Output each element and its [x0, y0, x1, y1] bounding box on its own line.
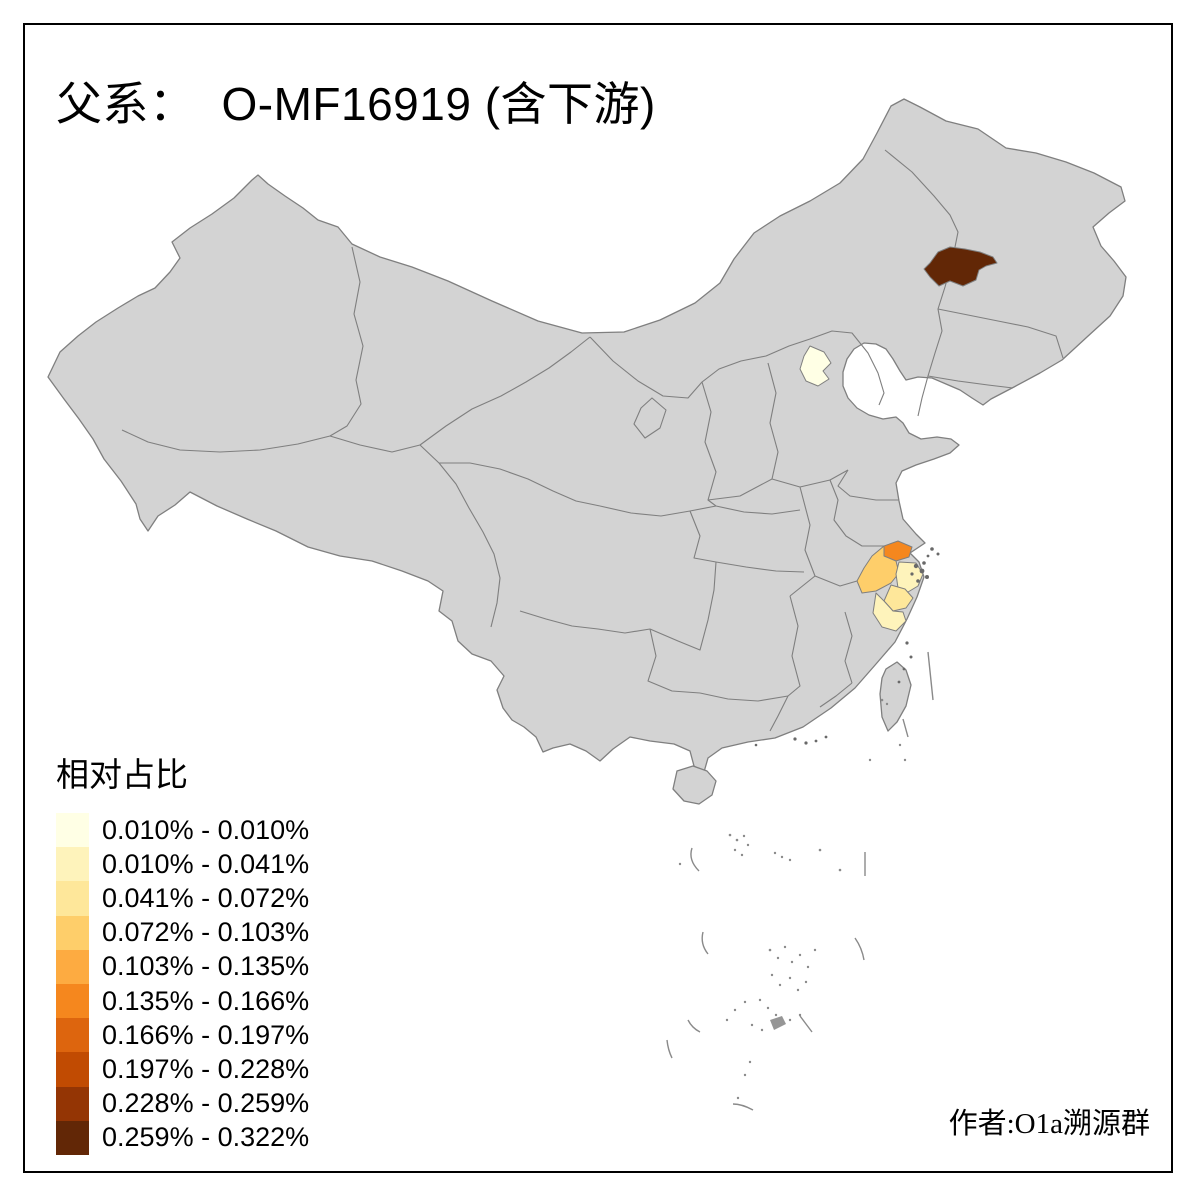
legend-swatch	[56, 1052, 89, 1087]
legend-row: 0.010% - 0.041%	[56, 847, 310, 882]
legend-row: 0.228% - 0.259%	[56, 1086, 310, 1121]
colored-regions	[799, 246, 998, 632]
region-taizhou-wenzhou	[872, 592, 907, 632]
legend-swatch	[56, 847, 89, 882]
legend-row: 0.197% - 0.228%	[56, 1052, 310, 1087]
legend-row: 0.010% - 0.010%	[56, 813, 310, 848]
legend-label: 0.041% - 0.072%	[102, 882, 310, 913]
legend-row: 0.072% - 0.103%	[56, 915, 310, 950]
legend-row: 0.135% - 0.166%	[56, 983, 310, 1019]
page-title: 父系： O-MF16919 (含下游)	[56, 68, 656, 134]
legend-row: 0.041% - 0.072%	[56, 881, 310, 916]
legend-swatch	[56, 1086, 89, 1121]
legend-swatch	[56, 1120, 89, 1155]
coastal-islets	[754, 547, 940, 747]
legend-swatch	[56, 1018, 89, 1053]
legend-label: 0.103% - 0.135%	[102, 951, 310, 982]
legend-label: 0.135% - 0.166%	[102, 985, 310, 1016]
legend-row: 0.166% - 0.197%	[56, 1018, 310, 1053]
legend-row: 0.103% - 0.135%	[56, 949, 310, 984]
legend-label: 0.228% - 0.259%	[102, 1088, 310, 1119]
legend-title: 相对占比	[56, 758, 188, 794]
legend-label: 0.259% - 0.322%	[102, 1122, 310, 1153]
legend-label: 0.010% - 0.010%	[102, 814, 310, 845]
region-hangzhou-area	[856, 545, 900, 594]
legend-swatch	[56, 915, 89, 950]
author-credit: 作者:O1a溯源群	[948, 1108, 1150, 1140]
legend-label: 0.010% - 0.041%	[102, 848, 310, 879]
province-borders	[121, 149, 1064, 732]
title-haplogroup: O-MF16919 (含下游)	[221, 78, 656, 130]
legend-label: 0.197% - 0.228%	[102, 1053, 310, 1084]
china-outline	[47, 98, 1127, 773]
legend: 相对占比 0.010% - 0.010% 0.010% - 0.041% 0.0…	[56, 748, 309, 1155]
plot-frame	[23, 23, 1173, 1173]
region-beijing	[799, 345, 832, 387]
legend-swatch	[56, 881, 89, 916]
hainan-island	[672, 765, 717, 805]
legend-label: 0.072% - 0.103%	[102, 917, 310, 948]
nine-dash-line	[666, 651, 934, 1111]
legend-rows: 0.010% - 0.010% 0.010% - 0.041% 0.041% -…	[56, 813, 309, 1155]
legend-row: 0.259% - 0.322%	[56, 1120, 310, 1155]
legend-swatch	[56, 983, 89, 1019]
south-china-sea-islands	[666, 651, 934, 1111]
legend-swatch	[56, 949, 89, 984]
title-prefix: 父系：	[56, 79, 196, 130]
legend-label: 0.166% - 0.197%	[102, 1019, 310, 1050]
region-harbin-area	[923, 246, 998, 287]
taiwan-island	[879, 661, 912, 732]
legend-swatch	[56, 813, 89, 848]
